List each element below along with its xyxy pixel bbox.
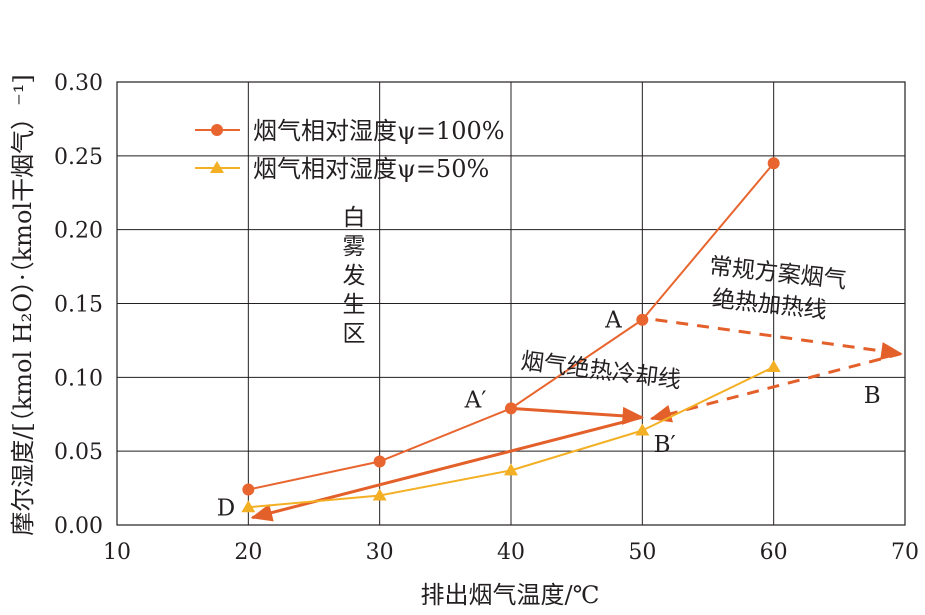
data-point: [242, 483, 255, 496]
y-tick-label: 0.30: [54, 71, 103, 96]
data-point: [767, 157, 780, 170]
data-point: [241, 500, 256, 513]
legend-marker-100: [211, 124, 223, 136]
legend-marker-50: [210, 161, 224, 173]
x-tick-label: 40: [497, 540, 525, 565]
conventional-heating-annotation: 常规方案烟气 绝热加热线: [708, 254, 848, 324]
fog-zone-char: 发: [343, 263, 366, 289]
y-axis-label: 摩尔湿度/[（kmol H₂O）·（kmol干烟气）⁻¹]: [9, 74, 37, 535]
dashed-arrow: [655, 318, 903, 360]
x-tick-label: 20: [234, 540, 262, 565]
data-point: [766, 359, 781, 372]
arrows: [250, 318, 903, 522]
point-labels: A A′ B B′ D: [217, 308, 881, 522]
y-tick-label: 0.05: [54, 440, 103, 465]
point-label: D: [217, 495, 235, 521]
series: [241, 157, 781, 513]
data-point: [636, 313, 649, 326]
data-point: [505, 402, 517, 415]
fog-zone-char: 白: [343, 205, 366, 231]
y-tick-label: 0.10: [54, 366, 103, 391]
legend: 烟气相对湿度ψ=100% 烟气相对湿度ψ=50%: [195, 117, 505, 183]
data-point: [372, 488, 387, 501]
fog-zone-char: 区: [343, 321, 366, 347]
dashed-arrow: [649, 352, 902, 423]
x-tick-label: 60: [760, 540, 788, 565]
y-tick-label: 0.20: [54, 219, 103, 244]
point-label: B: [864, 383, 881, 409]
legend-label-100: 烟气相对湿度ψ=100%: [253, 117, 505, 145]
fog-zone-char: 生: [343, 292, 366, 318]
x-tick-label: 50: [628, 540, 656, 565]
conventional-line2: 绝热加热线: [711, 286, 828, 324]
x-axis-label: 排出烟气温度/℃: [421, 581, 600, 609]
x-tick-label: 10: [103, 540, 131, 565]
fog-zone-label: 白 雾 发 生 区: [343, 205, 366, 347]
data-point: [373, 455, 386, 468]
x-tick-label: 30: [366, 540, 394, 565]
y-tick-label: 0.00: [54, 514, 103, 539]
point-label: B′: [654, 432, 676, 458]
data-point: [635, 423, 650, 436]
point-label: A′: [464, 387, 487, 413]
solid-arrow: [510, 406, 645, 425]
point-label: A: [604, 308, 622, 334]
tick-labels: 10 20 30 40 50 60 70 0.00 0.05 0.10 0.15 0.20 0.25 0.…: [54, 71, 919, 565]
x-tick-label: 70: [891, 540, 919, 565]
y-tick-label: 0.25: [54, 145, 103, 170]
y-tick-label: 0.15: [54, 293, 103, 318]
legend-label-50: 烟气相对湿度ψ=50%: [253, 155, 489, 183]
fog-zone-char: 雾: [343, 234, 366, 260]
data-point: [504, 463, 518, 476]
